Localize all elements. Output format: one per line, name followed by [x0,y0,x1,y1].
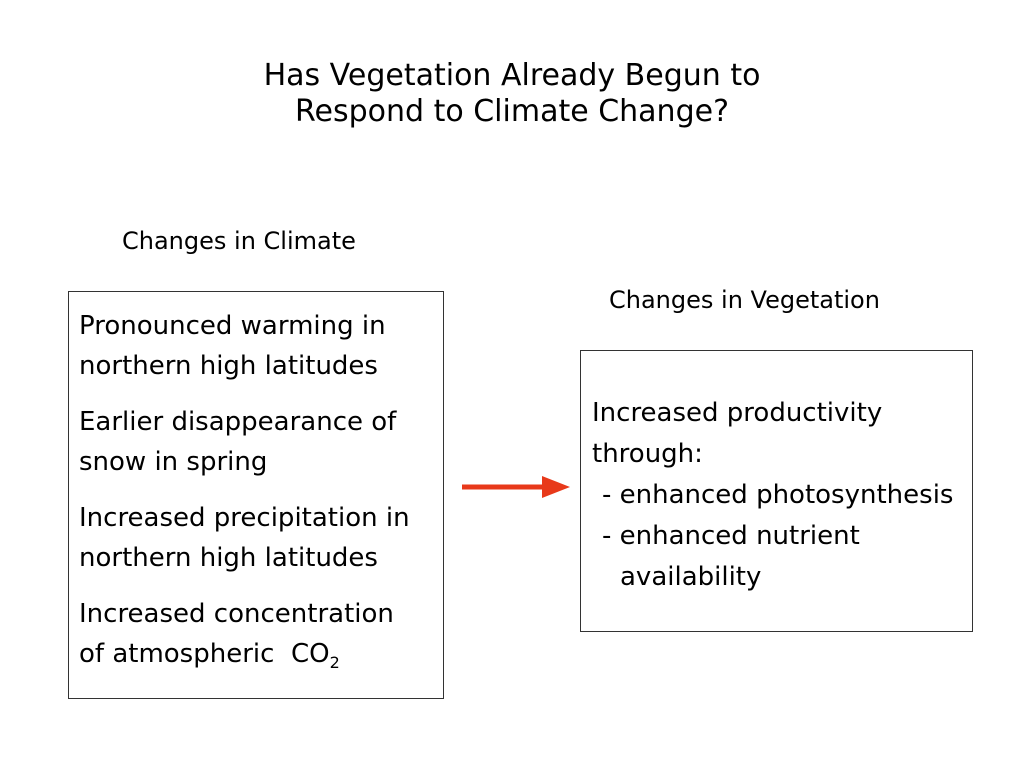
climate-item-line: Increased precipitation in [79,503,410,533]
climate-heading: Changes in Climate [122,227,356,255]
climate-item-line: snow in spring [79,447,268,477]
vegetation-bullet-photosynthesis: - enhanced photosynthesis [602,480,954,510]
vegetation-text: Increased productivity through: - enhanc… [592,393,972,598]
right-arrow-icon [462,476,570,498]
climate-item-line: Pronounced warming in [79,311,386,341]
climate-item-line: Earlier disappearance of [79,407,397,437]
climate-item-co2: Increased concentration of atmospheric C… [79,594,435,674]
vegetation-heading: Changes in Vegetation [609,286,880,314]
climate-item-line: northern high latitudes [79,543,378,573]
climate-item-line: Increased concentration [79,599,394,629]
climate-item-snow: Earlier disappearance of snow in spring [79,402,435,482]
slide-title-line-2: Respond to Climate Change? [295,94,729,129]
climate-item-warming: Pronounced warming in northern high lati… [79,306,435,386]
vegetation-bullet-nutrient: - enhanced nutrient [602,521,860,551]
climate-changes-box: Pronounced warming in northern high lati… [68,291,444,699]
climate-item-line: northern high latitudes [79,351,378,381]
vegetation-changes-box: Increased productivity through: - enhanc… [580,350,973,632]
slide-title-line-1: Has Vegetation Already Begun to [263,58,761,93]
slide-title: Has Vegetation Already Begun to Respond … [0,58,1024,130]
co2-subscript: 2 [329,653,340,672]
climate-item-line: of atmospheric CO2 [79,634,435,674]
vegetation-bullet-nutrient-cont: availability [620,562,762,592]
co2-text: of atmospheric CO [79,639,330,669]
vegetation-line-2: through: [592,439,703,469]
climate-item-precipitation: Increased precipitation in northern high… [79,498,435,578]
vegetation-line-1: Increased productivity [592,398,883,428]
